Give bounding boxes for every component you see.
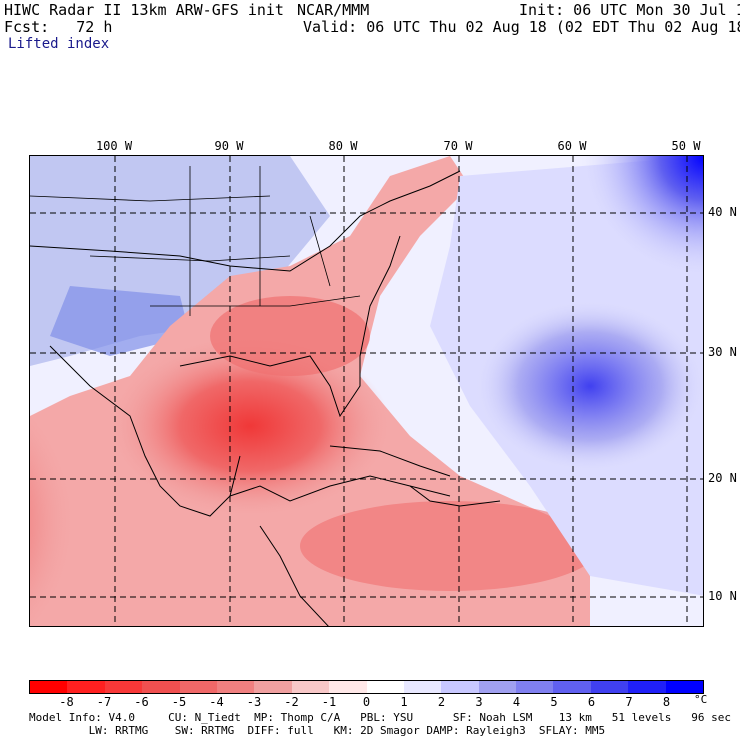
colorbar-tick-label: -8 xyxy=(59,695,74,709)
colorbar-tick-label: -5 xyxy=(171,695,187,709)
lon-label: 100 W xyxy=(95,139,133,153)
colorbar-tick-label: -2 xyxy=(284,695,299,709)
colorbar-swatch xyxy=(366,681,404,693)
lat-label: 20 N xyxy=(708,471,737,485)
valid-time: Valid: 06 UTC Thu 02 Aug 18 (02 EDT Thu … xyxy=(303,18,740,36)
colorbar-tick-label: -6 xyxy=(134,695,149,709)
lat-label: 40 N xyxy=(708,205,737,219)
plains-stable-region xyxy=(50,286,190,356)
colorbar-tick-label: 0 xyxy=(362,695,371,709)
colorbar-swatch xyxy=(254,681,292,693)
colorbar-tick-label: 2 xyxy=(437,695,446,709)
colorbar-tick-label: -1 xyxy=(321,695,337,709)
caribbean-unstable-core xyxy=(300,501,600,591)
lon-label: 60 W xyxy=(557,139,587,153)
colorbar-swatch xyxy=(216,681,255,693)
colorbar-tick-label: 5 xyxy=(550,695,558,709)
model-title: HIWC Radar II 13km ARW-GFS init xyxy=(4,1,284,19)
colorbar-swatch xyxy=(553,681,591,693)
colorbar-swatch xyxy=(441,681,479,693)
forecast-hour: Fcst: 72 h xyxy=(4,18,113,36)
colorbar-tick-label: 7 xyxy=(625,695,633,709)
model-info-line2: LW: RRTMG SW: RRTMG DIFF: full KM: 2D Sm… xyxy=(29,724,606,737)
colorbar-tick-label: 1 xyxy=(400,695,408,709)
colorbar-swatch xyxy=(30,681,68,693)
graticule xyxy=(30,156,703,626)
colorbar-swatch xyxy=(516,681,554,693)
coastlines xyxy=(30,170,501,626)
colorbar-swatch xyxy=(67,681,105,693)
southeast-unstable-core xyxy=(210,296,370,376)
colorbar-swatch xyxy=(104,681,143,693)
lat-label: 10 N xyxy=(708,589,737,603)
colorbar-swatch xyxy=(291,681,330,693)
org-label: NCAR/MMM xyxy=(297,1,370,19)
pacific-unstable-core xyxy=(30,366,170,626)
colorbar-swatch xyxy=(403,681,442,693)
lifted-index-map xyxy=(29,155,704,627)
colorbar-swatch xyxy=(329,681,367,693)
lon-label: 70 W xyxy=(443,139,473,153)
colorbar-tick-label: -4 xyxy=(209,695,224,709)
gulf-unstable-core xyxy=(110,336,390,516)
lon-label: 80 W xyxy=(328,139,358,153)
colorbar-tick-label: 4 xyxy=(512,695,521,709)
lat-label: 30 N xyxy=(708,345,737,359)
colorbar-unit: °C xyxy=(694,693,708,706)
colorbar-tick-label: -3 xyxy=(246,695,262,709)
colorbar-tick-label: -7 xyxy=(96,695,112,709)
colorbar-swatch xyxy=(478,681,517,693)
colorbar-swatch xyxy=(665,681,704,693)
colorbar xyxy=(29,680,704,694)
northeast-stable-core xyxy=(470,156,703,386)
colorbar-tick-label: 8 xyxy=(662,695,671,709)
field-name: Lifted index xyxy=(8,36,110,52)
colorbar-tick-label: 3 xyxy=(475,695,483,709)
init-time: Init: 06 UTC Mon 30 Jul 18 xyxy=(519,1,740,19)
colorbar-swatch xyxy=(628,681,666,693)
model-info-line1: Model Info: V4.0 CU: N_Tiedt MP: Thomp C… xyxy=(29,711,731,724)
map-canvas xyxy=(30,156,703,626)
lon-label: 50 W xyxy=(671,139,701,153)
lon-label: 90 W xyxy=(214,139,244,153)
colorbar-swatch xyxy=(142,681,180,693)
colorbar-swatch xyxy=(179,681,217,693)
colorbar-swatch xyxy=(590,681,629,693)
colorbar-tick-label: 6 xyxy=(587,695,596,709)
